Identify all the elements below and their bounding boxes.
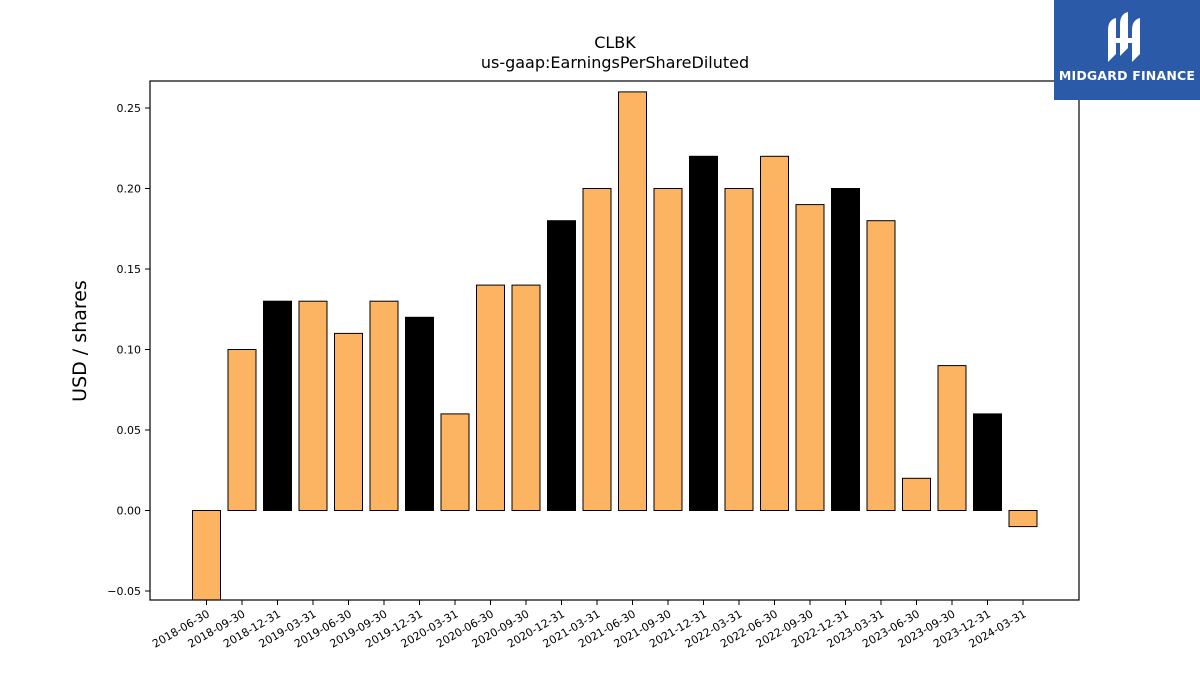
bar-2018-12-31	[263, 300, 292, 512]
bar-2024-03-31	[1008, 510, 1038, 528]
bar-2020-06-30	[476, 284, 505, 511]
y-tick-label: −0.05	[107, 585, 141, 598]
chart-title: CLBK	[594, 33, 636, 52]
bar-2019-06-30	[334, 332, 363, 511]
bar-2022-12-31	[831, 188, 860, 511]
bar-2019-12-31	[405, 316, 434, 511]
y-tick-label: 0.25	[117, 102, 142, 115]
y-tick-label: 0.05	[117, 424, 142, 437]
bar-2023-03-31	[866, 220, 896, 511]
y-axis-label: USD / shares	[69, 280, 91, 402]
bar-2020-09-30	[511, 284, 541, 511]
brand-name: MIDGARD FINANCE	[1058, 68, 1196, 83]
y-tick-label: 0.00	[117, 505, 142, 518]
bar-2021-03-31	[582, 188, 612, 511]
y-tick-label: 0.10	[117, 344, 142, 357]
y-tick-label: 0.15	[117, 263, 142, 276]
bar-2021-06-30	[618, 91, 647, 512]
bar-2019-09-30	[369, 300, 399, 512]
bar-2019-03-31	[298, 300, 328, 512]
bar-2018-09-30	[227, 349, 257, 511]
bar-2020-12-31	[547, 220, 576, 511]
bar-2021-09-30	[653, 188, 683, 511]
bar-2023-12-31	[973, 413, 1002, 511]
bar-2021-12-31	[689, 155, 718, 512]
chart-subtitle: us-gaap:EarningsPerShareDiluted	[481, 53, 749, 72]
y-tick-label: 0.20	[117, 183, 142, 196]
plot-frame	[149, 80, 1080, 601]
brand-logo: MIDGARD FINANCE	[1054, 0, 1200, 100]
bar-2022-09-30	[795, 204, 825, 511]
bar-2022-06-30	[760, 155, 789, 512]
bar-2023-06-30	[902, 477, 931, 511]
bar-2020-03-31	[440, 413, 470, 511]
bar-2022-03-31	[724, 188, 754, 511]
bar-2023-09-30	[937, 365, 967, 511]
bar-2018-06-30	[192, 510, 221, 601]
midgard-logo-icon	[1108, 12, 1140, 62]
